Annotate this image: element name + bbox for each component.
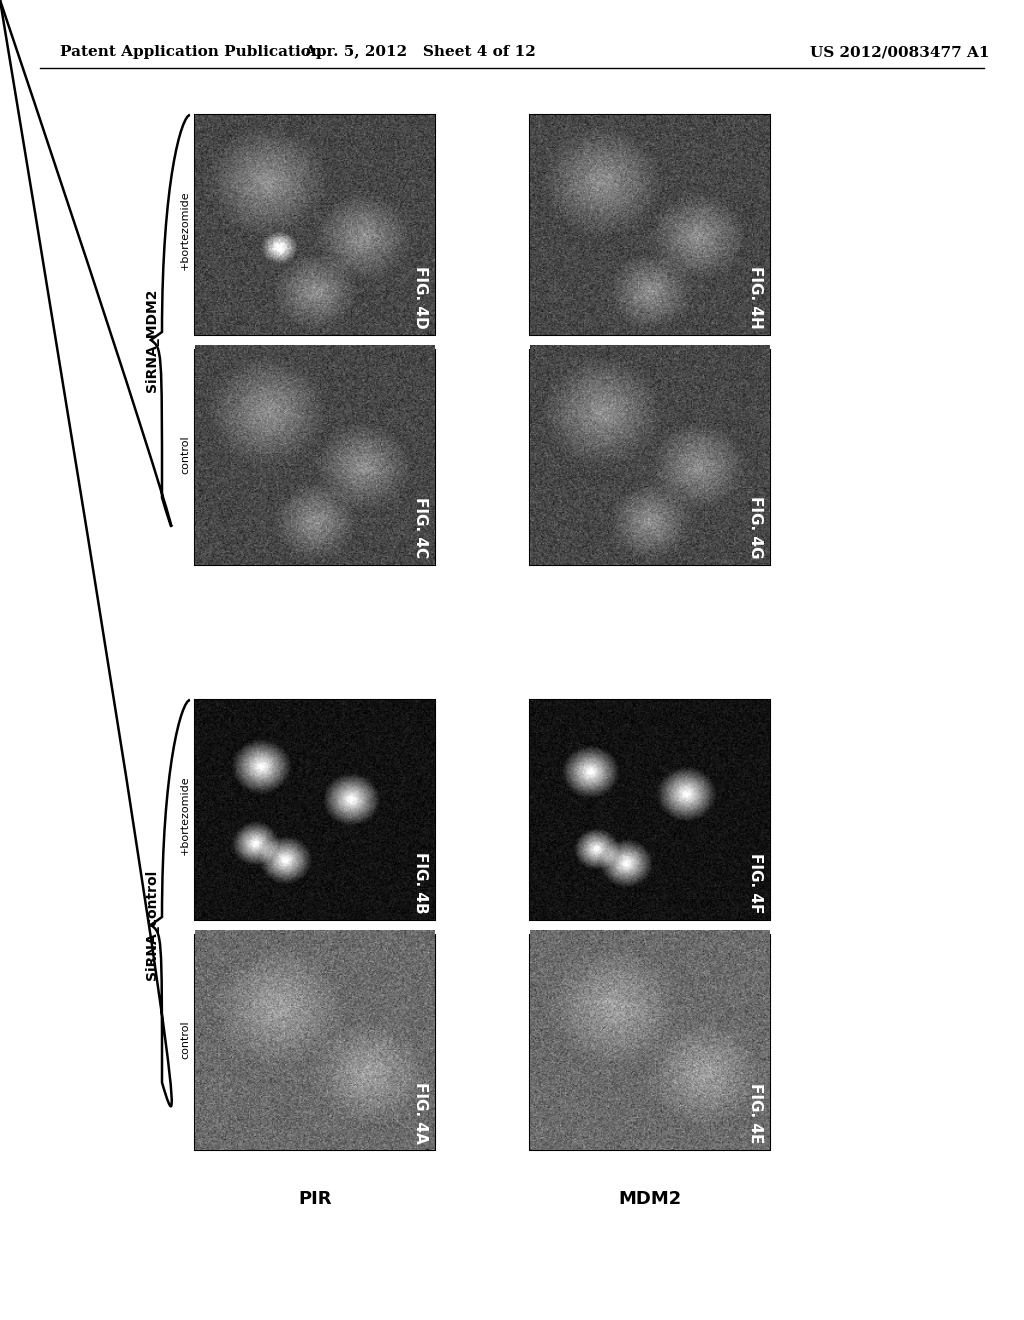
Text: PIR: PIR	[298, 1191, 332, 1208]
Text: control: control	[180, 436, 190, 474]
Text: FIG. 4E: FIG. 4E	[748, 1082, 763, 1143]
Bar	[530, 931, 770, 1150]
Bar	[195, 700, 435, 920]
Text: +bortezomide: +bortezomide	[180, 775, 190, 855]
Bar	[530, 345, 770, 565]
Text: SiRNA_MDM2: SiRNA_MDM2	[145, 288, 159, 392]
Text: Apr. 5, 2012   Sheet 4 of 12: Apr. 5, 2012 Sheet 4 of 12	[304, 45, 536, 59]
Text: FIG. 4G: FIG. 4G	[748, 496, 763, 558]
Text: Patent Application Publication: Patent Application Publication	[60, 45, 322, 59]
Bar	[195, 115, 435, 335]
Text: +bortezomide: +bortezomide	[180, 190, 190, 269]
Text: SiRNA_control: SiRNA_control	[145, 870, 159, 981]
Text: control: control	[180, 1020, 190, 1060]
Bar	[195, 345, 435, 565]
Bar	[195, 931, 435, 1150]
Text: MDM2: MDM2	[618, 1191, 682, 1208]
Text: FIG. 4F: FIG. 4F	[748, 853, 763, 913]
Text: FIG. 4B: FIG. 4B	[413, 851, 428, 913]
Text: FIG. 4D: FIG. 4D	[413, 265, 428, 329]
Bar	[530, 700, 770, 920]
Text: FIG. 4H: FIG. 4H	[748, 265, 763, 329]
Text: FIG. 4C: FIG. 4C	[413, 498, 428, 558]
Text: FIG. 4A: FIG. 4A	[413, 1081, 428, 1143]
Text: US 2012/0083477 A1: US 2012/0083477 A1	[810, 45, 990, 59]
Bar	[530, 115, 770, 335]
